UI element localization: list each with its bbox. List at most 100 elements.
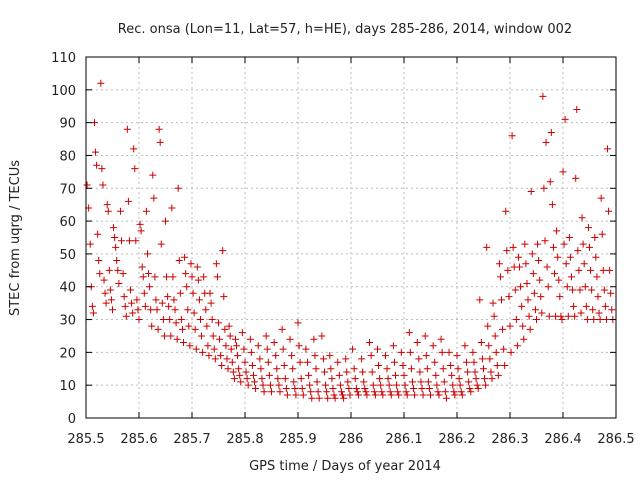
x-axis-ticks: 285.5 285.6 285.7 285.8 285.9 286 286.1 286.2 28…	[67, 57, 635, 447]
data-point	[562, 260, 570, 268]
data-point	[454, 365, 462, 373]
data-point	[147, 306, 155, 314]
data-point	[370, 388, 378, 396]
data-point	[240, 345, 248, 353]
data-point	[216, 335, 224, 343]
data-point	[203, 322, 211, 330]
data-point	[252, 384, 260, 392]
data-point	[188, 273, 196, 281]
data-point	[418, 384, 426, 392]
x-tick-label: 286.2	[438, 432, 475, 447]
data-point	[400, 371, 408, 379]
data-point	[539, 92, 547, 100]
data-point	[162, 217, 169, 225]
data-point	[359, 368, 367, 376]
data-point	[488, 375, 496, 383]
data-point	[534, 240, 542, 248]
data-point	[502, 207, 510, 215]
data-point	[545, 312, 553, 320]
data-point	[151, 273, 159, 281]
data-point	[578, 214, 586, 222]
data-point	[208, 316, 216, 324]
data-point	[295, 342, 303, 350]
data-point	[276, 388, 284, 396]
data-point	[604, 145, 612, 153]
data-point	[209, 332, 217, 340]
data-point	[142, 207, 150, 215]
data-point	[405, 329, 413, 337]
data-point	[217, 352, 225, 360]
data-point	[220, 293, 228, 301]
data-point	[152, 296, 160, 304]
data-point	[268, 388, 275, 396]
y-tick-label: 30	[59, 314, 76, 329]
data-point	[109, 306, 116, 314]
data-point	[259, 381, 267, 389]
data-point	[330, 391, 338, 399]
data-point	[509, 243, 517, 251]
data-point	[122, 312, 130, 320]
data-point	[387, 391, 395, 399]
data-point	[353, 388, 361, 396]
data-point	[489, 299, 497, 307]
data-point	[128, 299, 136, 307]
data-point	[167, 332, 175, 340]
data-point	[158, 299, 166, 307]
data-point	[492, 348, 500, 356]
data-point	[607, 289, 615, 297]
data-point	[192, 345, 200, 353]
data-point	[423, 365, 431, 373]
data-point	[270, 339, 278, 347]
data-point	[500, 345, 508, 353]
x-tick-label: 286.5	[597, 432, 634, 447]
data-point	[176, 289, 184, 297]
data-point	[334, 358, 342, 366]
data-point	[231, 335, 239, 343]
data-point	[243, 375, 251, 383]
y-tick-label: 50	[59, 248, 76, 263]
data-point	[421, 332, 429, 340]
data-point	[90, 119, 98, 127]
data-point	[123, 125, 131, 133]
data-point	[441, 388, 449, 396]
data-point	[164, 293, 172, 301]
data-point	[206, 289, 214, 297]
data-point	[221, 325, 229, 333]
data-point	[331, 394, 339, 402]
data-point	[236, 371, 244, 379]
data-point	[187, 260, 195, 268]
data-point	[354, 391, 362, 399]
x-tick-label: 286.1	[385, 432, 422, 447]
data-point	[592, 253, 600, 261]
data-point	[572, 174, 580, 182]
data-point	[89, 309, 97, 317]
data-point	[498, 296, 506, 304]
data-point	[503, 247, 511, 255]
data-point	[193, 263, 201, 271]
data-point	[377, 381, 385, 389]
data-point	[596, 316, 604, 324]
data-point	[494, 371, 502, 379]
data-point	[584, 224, 592, 232]
data-point	[97, 79, 105, 87]
data-point	[83, 181, 91, 189]
data-point	[520, 335, 528, 343]
data-point	[563, 283, 571, 291]
data-point	[342, 355, 350, 363]
data-point	[264, 358, 272, 366]
data-point	[386, 388, 394, 396]
data-point	[406, 348, 414, 356]
data-point	[249, 371, 257, 379]
data-point	[384, 375, 392, 383]
data-point	[433, 381, 441, 389]
data-point	[464, 368, 472, 376]
data-point	[125, 237, 133, 245]
data-point	[224, 365, 232, 373]
data-point	[262, 332, 270, 340]
data-point	[281, 375, 289, 383]
data-point	[556, 293, 564, 301]
data-point	[508, 132, 516, 140]
data-point	[101, 289, 109, 297]
data-point	[210, 345, 218, 353]
data-point	[119, 270, 127, 278]
